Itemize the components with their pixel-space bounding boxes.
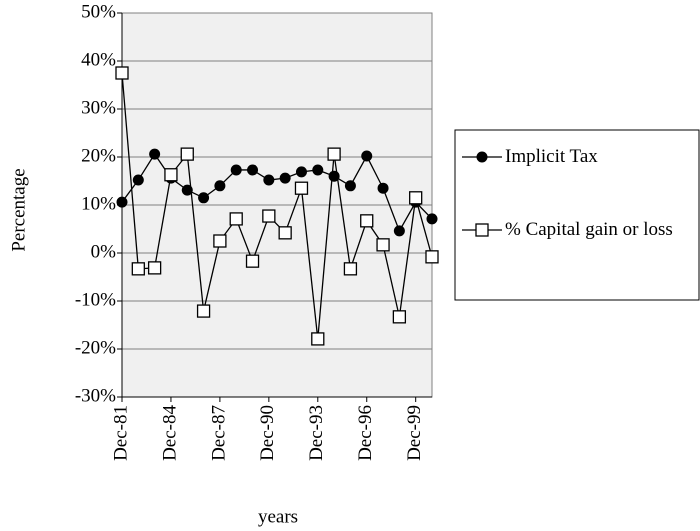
point [131, 262, 145, 276]
point [361, 150, 373, 162]
x-tick-label: Dec-96 [355, 405, 376, 461]
legend-label: % Capital gain or loss [505, 219, 673, 240]
point [180, 147, 194, 161]
point [295, 166, 307, 178]
point [360, 214, 374, 228]
y-tick-label: 50% [81, 1, 116, 22]
y-tick-label: 30% [81, 97, 116, 118]
x-tick-label: Dec-84 [159, 405, 180, 461]
y-axis-label: Percentage [8, 168, 29, 251]
point [393, 225, 405, 237]
point [409, 191, 423, 205]
point [115, 66, 129, 80]
point [229, 212, 243, 226]
y-tick-label: -20% [75, 337, 116, 358]
point [294, 181, 309, 195]
x-tick-label: Dec-87 [208, 405, 229, 461]
point [426, 213, 438, 225]
point [327, 147, 341, 161]
point [425, 250, 439, 264]
y-tick-label: 0% [91, 241, 117, 262]
y-tick-label: 40% [81, 49, 116, 70]
legend-label: Implicit Tax [505, 146, 598, 167]
y-tick-label: 20% [81, 145, 116, 166]
point [377, 182, 389, 194]
point [343, 262, 358, 276]
point [214, 180, 226, 192]
x-tick-label: Dec-93 [306, 405, 327, 461]
x-axis-label: years [258, 506, 298, 527]
point [476, 151, 488, 163]
x-tick-label: Dec-81 [110, 405, 131, 461]
point [245, 254, 260, 268]
point [198, 192, 210, 204]
point [247, 164, 259, 176]
x-tick-label: Dec-99 [404, 405, 425, 461]
point [475, 223, 489, 237]
point [181, 184, 193, 196]
y-tick-label: -10% [75, 289, 116, 310]
y-tick-label: -30% [75, 385, 116, 406]
point [132, 174, 144, 186]
point [263, 174, 275, 186]
point [213, 234, 227, 248]
point [147, 261, 162, 275]
point [376, 238, 390, 252]
y-tick-label: 10% [81, 193, 116, 214]
point [116, 196, 128, 208]
point [344, 180, 356, 192]
legend-box [454, 129, 700, 301]
point [196, 304, 211, 318]
point [164, 168, 178, 182]
point [279, 172, 291, 184]
point [312, 164, 324, 176]
point [262, 209, 276, 223]
point [278, 226, 292, 240]
point [149, 148, 161, 160]
point [230, 164, 242, 176]
x-tick-label: Dec-90 [257, 405, 278, 461]
point [311, 332, 325, 346]
point [392, 310, 407, 324]
